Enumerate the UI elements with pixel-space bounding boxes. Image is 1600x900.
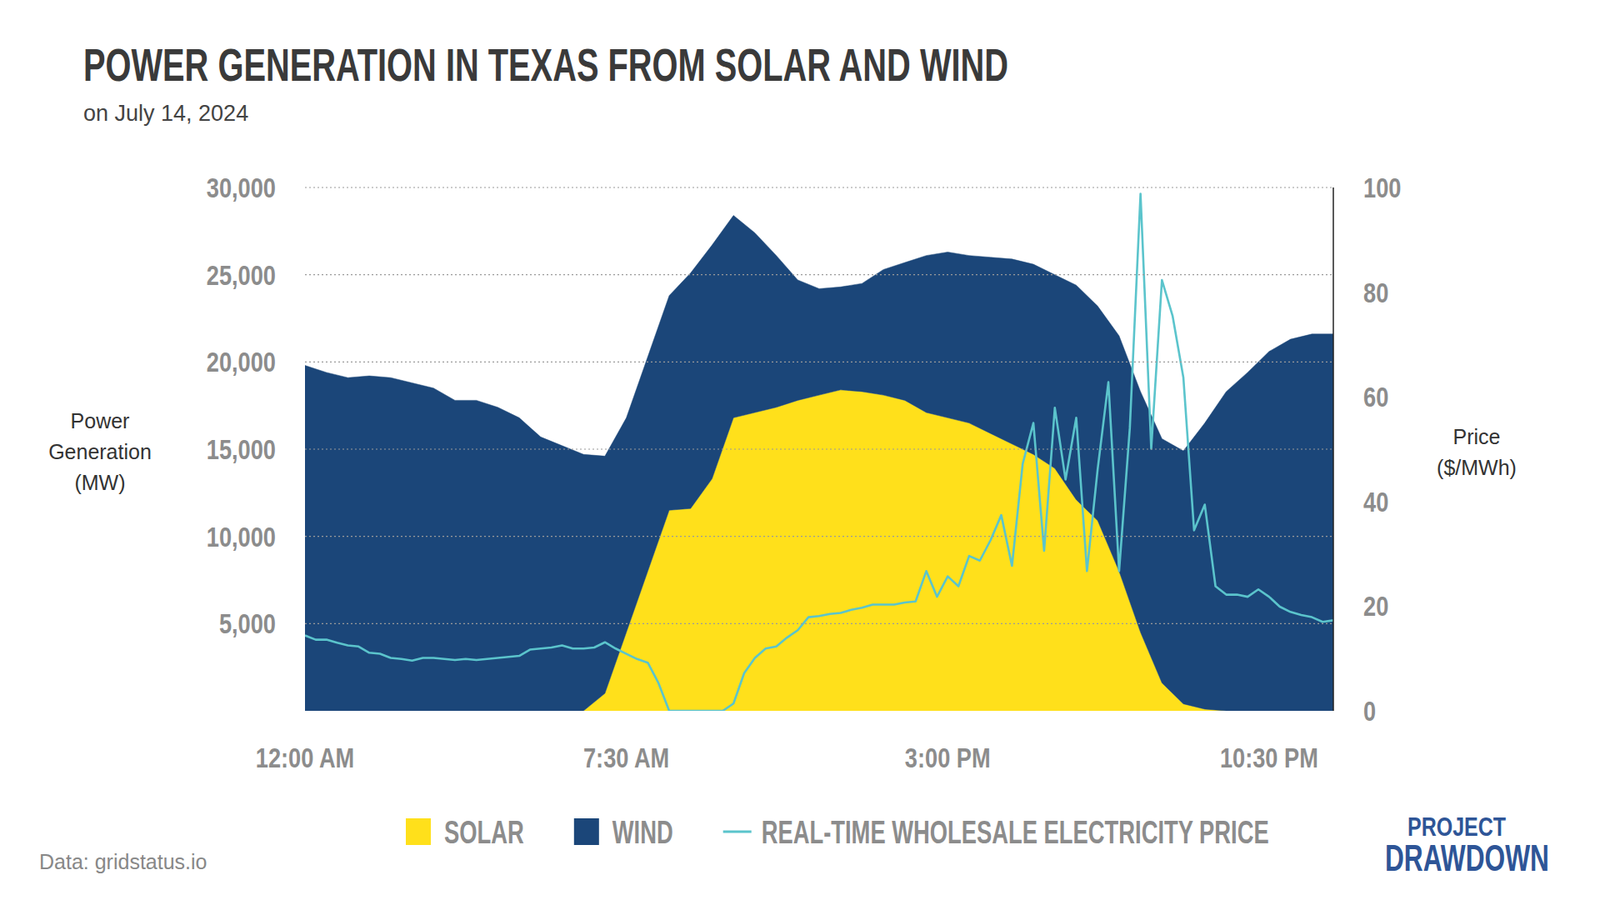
y2-tick-label: 0 (1363, 695, 1376, 727)
x-tick-label: 3:00 PM (905, 741, 991, 774)
legend-label: SOLAR (444, 815, 525, 850)
legend-swatch (574, 818, 600, 845)
y-tick-label: 25,000 (206, 259, 276, 291)
grid-line (305, 361, 1334, 363)
grid-line (305, 623, 1334, 625)
legend: SOLAR WIND REAL-TIME WHOLESALE ELECTRICITY… (405, 815, 1270, 850)
y2-tick-label: 80 (1363, 276, 1389, 309)
price-line (305, 194, 1334, 711)
grid-line (305, 448, 1334, 450)
y2-tick-label: 100 (1363, 171, 1401, 204)
axis-line (1332, 187, 1335, 711)
plot-area (305, 194, 1334, 711)
y2-tick-label: 60 (1363, 380, 1389, 413)
y2-tick-label: 40 (1363, 485, 1389, 518)
y2-tick-label: 20 (1363, 590, 1389, 622)
subtitle: on July 14, 2024 (83, 100, 249, 126)
legend-label: REAL-TIME WHOLESALE ELECTRICITY PRICE (761, 815, 1270, 850)
y-tick-label: 5,000 (219, 607, 276, 640)
grid-line (305, 535, 1334, 537)
background (0, 0, 1600, 900)
y-tick-label: 20,000 (206, 345, 276, 378)
logo-line: DRAWDOWN (1385, 837, 1550, 879)
y-tick-label: 30,000 (206, 171, 276, 204)
legend-label: WIND (612, 815, 674, 850)
grid-line (305, 274, 1334, 275)
source: Data: gridstatus.io (39, 850, 208, 874)
y-tick-label: 10,000 (206, 520, 276, 553)
y-axis-label: PowerGeneration(MW) (48, 409, 152, 495)
legend-swatch (405, 818, 431, 845)
title: POWER GENERATION IN TEXAS FROM SOLAR AND… (83, 38, 1009, 91)
area-wind (305, 215, 1334, 711)
grid-line (305, 186, 1334, 188)
y-tick-label: 15,000 (206, 433, 276, 465)
x-tick-label: 7:30 AM (583, 741, 670, 774)
x-tick-label: 10:30 PM (1220, 741, 1319, 774)
x-tick-label: 12:00 AM (255, 741, 355, 774)
y2-axis-label: Price($/MWh) (1436, 425, 1517, 480)
legend-swatch (723, 830, 752, 834)
chart: POWER GENERATION IN TEXAS FROM SOLAR AND… (0, 0, 1600, 900)
